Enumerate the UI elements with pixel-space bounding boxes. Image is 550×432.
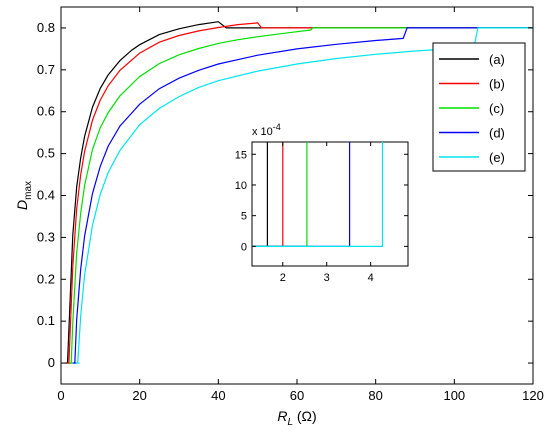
inset-x-tick-label: 4 <box>368 272 374 284</box>
inset-y-tick-label: 5 <box>241 211 247 223</box>
inset-series-group <box>252 142 384 247</box>
x-tick-label: 60 <box>290 388 304 403</box>
legend-box <box>432 42 526 172</box>
x-tick-label: 0 <box>57 388 64 403</box>
y-axis-label: Dmax <box>14 181 34 210</box>
inset-x-tick-label: 3 <box>324 272 330 284</box>
x-axis-label: RL (Ω) <box>277 408 316 428</box>
legend-label-c: (c) <box>489 101 504 116</box>
x-tick-label: 80 <box>368 388 382 403</box>
legend-label-d: (d) <box>489 126 505 141</box>
y-tick-label: 0.5 <box>37 146 55 161</box>
inset-chart: 2 3 4 0 5 10 15 x 10-4 <box>235 122 409 284</box>
y-tick-label: 0.7 <box>37 62 55 77</box>
inset-x-tick-label: 2 <box>280 272 286 284</box>
legend: (a) (b) (c) (d) (e) <box>432 42 526 172</box>
y-tick-label: 0.4 <box>37 188 55 203</box>
inset-y-tick-label: 10 <box>235 180 247 192</box>
x-tick-label: 120 <box>522 388 544 403</box>
y-tick-label: 0.3 <box>37 229 55 244</box>
y-tick-label: 0 <box>48 355 55 370</box>
series-line-a <box>66 21 533 364</box>
legend-label-b: (b) <box>489 77 505 92</box>
y-tick-label: 0.8 <box>37 20 55 35</box>
x-tick-label: 100 <box>443 388 465 403</box>
inset-y-scale-label: x 10-4 <box>252 122 281 138</box>
series-line-c <box>70 27 533 364</box>
x-tick-label: 40 <box>211 388 225 403</box>
y-tick-label: 0.6 <box>37 104 55 119</box>
series-line-b <box>68 22 533 364</box>
inset-series-line-e <box>252 142 384 247</box>
legend-label-a: (a) <box>489 52 505 67</box>
x-tick-label: 20 <box>132 388 146 403</box>
inset-plot-area <box>251 141 409 267</box>
inset-y-tick-label: 15 <box>235 149 247 161</box>
series-line-d <box>74 27 533 364</box>
y-tick-label: 0.2 <box>37 271 55 286</box>
legend-label-e: (e) <box>489 150 505 165</box>
inset-y-tick-label: 0 <box>241 241 247 253</box>
y-tick-label: 0.1 <box>37 313 55 328</box>
